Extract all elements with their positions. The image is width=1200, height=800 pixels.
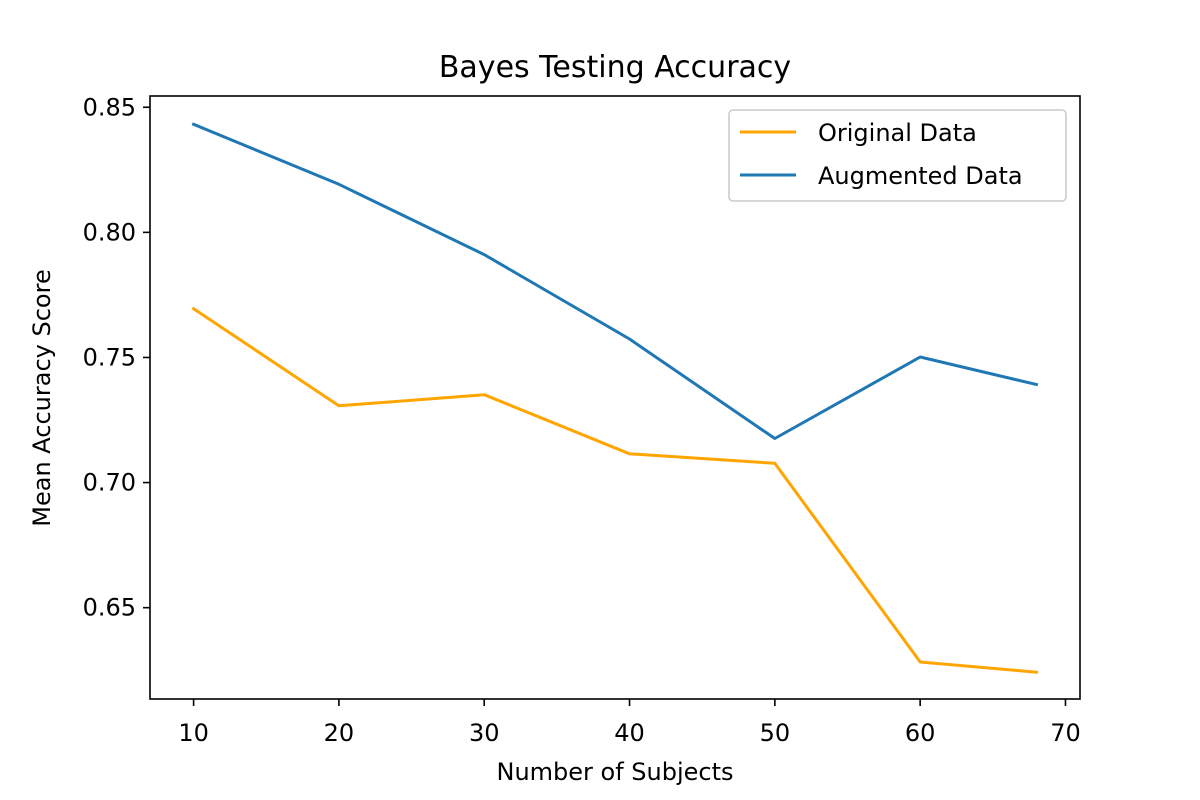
x-axis-label: Number of Subjects: [496, 758, 733, 786]
legend-box: [728, 109, 1067, 202]
y-tick-label: 0.75: [83, 343, 136, 371]
y-axis-ticks: 0.65 0.70 0.75 0.80 0.85: [83, 93, 150, 622]
x-tick-label: 20: [324, 719, 355, 747]
chart-title: Bayes Testing Accuracy: [439, 50, 791, 85]
x-axis-ticks: 10 20 30 40 50 60 70: [178, 699, 1081, 747]
legend-label-augmented-data: Augmented Data: [818, 162, 1023, 190]
x-tick-label: 60: [905, 719, 936, 747]
legend-label-original-data: Original Data: [818, 119, 977, 147]
x-tick-label: 30: [469, 719, 500, 747]
legend: Original Data Augmented Data: [728, 109, 1067, 202]
y-tick-label: 0.85: [83, 93, 136, 121]
x-tick-label: 40: [614, 719, 645, 747]
y-tick-label: 0.70: [83, 469, 136, 497]
series-layer: [191, 122, 1039, 674]
y-axis-label: Mean Accuracy Score: [28, 269, 56, 526]
y-tick-label: 0.80: [83, 218, 136, 246]
x-tick-label: 10: [178, 719, 209, 747]
series-line-augmented-data: [191, 122, 1039, 440]
x-tick-label: 50: [760, 719, 791, 747]
series-line-original-data: [191, 306, 1039, 674]
y-tick-label: 0.65: [83, 594, 136, 622]
x-tick-label: 70: [1050, 719, 1081, 747]
plot-frame: [149, 95, 1081, 700]
